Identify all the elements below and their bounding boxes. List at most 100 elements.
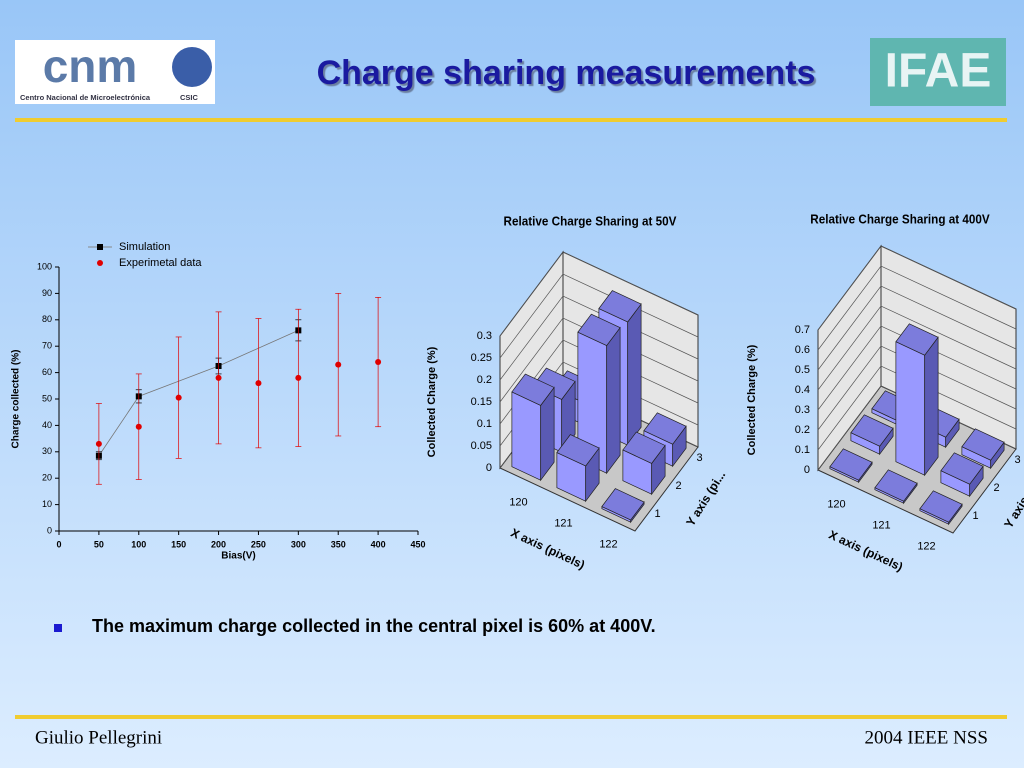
y-tick-label: 60 bbox=[42, 367, 52, 377]
z-tick-label: 0.05 bbox=[471, 440, 492, 452]
z-tick-label: 0.7 bbox=[795, 324, 810, 336]
logo-caption: Centro Nacional de Microelectrónica bbox=[20, 93, 151, 102]
x-tick-label: 121 bbox=[554, 517, 572, 529]
y-tick-label: 30 bbox=[42, 446, 52, 456]
divider bbox=[15, 118, 1007, 122]
y-tick-label: 1 bbox=[972, 510, 978, 522]
legend-marker bbox=[97, 244, 103, 250]
bullet-text: The maximum charge collected in the cent… bbox=[92, 616, 656, 636]
bar bbox=[895, 323, 939, 477]
x-tick-label: 100 bbox=[131, 539, 146, 549]
x-tick-label: 250 bbox=[251, 539, 266, 549]
z-tick-label: 0.15 bbox=[471, 396, 492, 408]
x-tick-label: 120 bbox=[827, 498, 845, 510]
grid-line bbox=[817, 365, 1017, 451]
grid-line bbox=[817, 345, 1017, 431]
y-tick-label: 90 bbox=[42, 288, 52, 298]
x-tick-label: 0 bbox=[56, 539, 61, 549]
z-tick-label: 0.5 bbox=[795, 364, 810, 376]
z-tick-label: 0.3 bbox=[477, 330, 492, 342]
y-tick-label: 10 bbox=[42, 499, 52, 509]
grid-line bbox=[499, 251, 699, 337]
bar-top bbox=[643, 412, 687, 445]
bar bbox=[601, 488, 645, 524]
marker bbox=[255, 380, 262, 387]
grid-line bbox=[499, 317, 699, 403]
x-tick-label: 350 bbox=[331, 539, 346, 549]
legend-marker bbox=[97, 260, 103, 266]
chart-title: Relative Charge Sharing at 50V bbox=[504, 214, 678, 229]
logo-org: CSIC bbox=[180, 93, 199, 102]
bar-top bbox=[829, 448, 873, 481]
bar bbox=[919, 490, 963, 526]
grid-line bbox=[499, 273, 699, 359]
x-tick-label: 200 bbox=[211, 539, 226, 549]
bar-front bbox=[895, 341, 926, 476]
bar-top bbox=[598, 290, 642, 323]
y-tick-label: 20 bbox=[42, 473, 52, 483]
y-tick-label: 40 bbox=[42, 420, 52, 430]
z-tick-label: 0.4 bbox=[795, 384, 810, 396]
marker bbox=[335, 361, 342, 368]
footer-right: 2004 IEEE NSS bbox=[865, 727, 989, 748]
bar bbox=[556, 434, 600, 503]
bar-top bbox=[895, 323, 939, 356]
y-tick-label: 3 bbox=[696, 452, 702, 464]
y-tick-label: 2 bbox=[675, 480, 681, 492]
grid-line bbox=[817, 325, 1017, 411]
bar-front bbox=[511, 391, 542, 481]
logo-left: cnm bbox=[43, 40, 138, 92]
bar-top bbox=[961, 428, 1005, 461]
bar bbox=[511, 373, 555, 482]
marker bbox=[215, 374, 222, 381]
x-axis-label: Bias(V) bbox=[221, 551, 255, 562]
z-tick-label: 0 bbox=[804, 464, 810, 476]
bar-side bbox=[627, 303, 642, 447]
bar bbox=[850, 414, 894, 456]
z-axis-label: Collected Charge (%) bbox=[426, 346, 438, 457]
y-tick-label: 3 bbox=[1014, 454, 1020, 466]
divider bbox=[15, 715, 1007, 719]
y-tick-label: 70 bbox=[42, 341, 52, 351]
x-tick-label: 300 bbox=[291, 539, 306, 549]
y-tick-label: 80 bbox=[42, 314, 52, 324]
grid-line bbox=[817, 305, 1017, 391]
grid-line bbox=[499, 295, 699, 381]
slide-title: Charge sharing measurements bbox=[317, 54, 816, 92]
bar-top bbox=[511, 373, 555, 406]
bar-top bbox=[556, 434, 600, 467]
z-tick-label: 0.25 bbox=[471, 352, 492, 364]
logo-right: IFAE bbox=[885, 45, 992, 98]
bar-top bbox=[577, 313, 621, 347]
bar bbox=[829, 448, 873, 484]
bar bbox=[940, 452, 984, 498]
bar-top bbox=[940, 452, 984, 485]
y-tick-label: 1 bbox=[654, 508, 660, 520]
bar-top bbox=[919, 490, 963, 523]
x-tick-label: 121 bbox=[872, 519, 890, 531]
x-tick-label: 120 bbox=[509, 496, 527, 508]
grid-line bbox=[817, 285, 1017, 371]
bar-top bbox=[622, 431, 666, 464]
y-tick-label: 100 bbox=[37, 261, 52, 271]
z-tick-label: 0.1 bbox=[477, 418, 492, 430]
grid-line bbox=[817, 265, 1017, 351]
x-tick-label: 150 bbox=[171, 539, 186, 549]
grid-line bbox=[817, 245, 1017, 331]
z-axis-label: Collected Charge (%) bbox=[746, 344, 758, 455]
bar bbox=[874, 469, 918, 505]
x-tick-label: 400 bbox=[371, 539, 386, 549]
logo-globe bbox=[172, 47, 212, 87]
marker bbox=[295, 374, 302, 381]
z-tick-label: 0.6 bbox=[795, 344, 810, 356]
z-tick-label: 0 bbox=[486, 462, 492, 474]
y-axis-label: Charge collected (%) bbox=[11, 350, 22, 449]
chart-title: Relative Charge Sharing at 400V bbox=[810, 212, 990, 227]
legend-label: Experimetal data bbox=[119, 257, 202, 269]
bar-top bbox=[850, 414, 894, 447]
bullet-marker bbox=[54, 624, 62, 632]
bar-top bbox=[874, 469, 918, 502]
y-tick-label: 0 bbox=[47, 525, 52, 535]
legend-label: Simulation bbox=[119, 241, 170, 253]
